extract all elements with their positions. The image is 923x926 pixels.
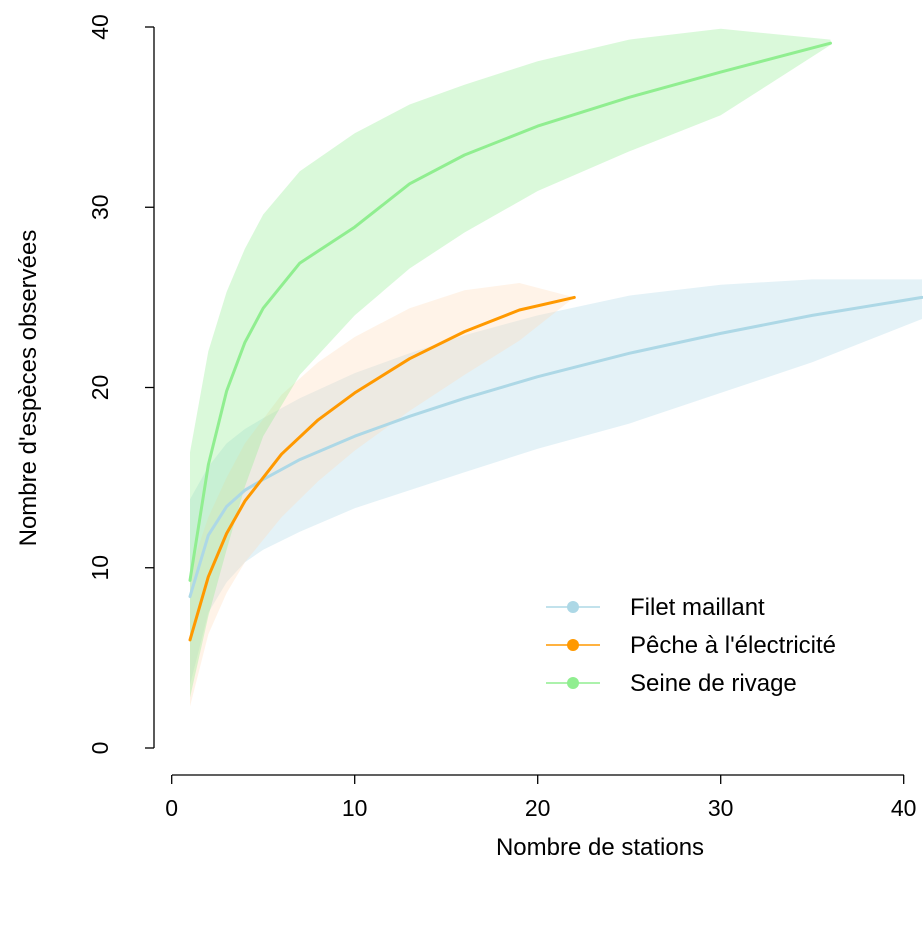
legend-marker <box>567 677 579 689</box>
legend-item-filet-maillant: Filet maillant <box>546 594 765 621</box>
legend-marker <box>567 601 579 613</box>
legend: Filet maillant Pêche à l'électricité Seine… <box>546 594 836 697</box>
legend-label: Filet maillant <box>630 594 765 621</box>
series-lines <box>188 41 923 642</box>
y-axis: 0 10 20 30 40 <box>87 14 155 755</box>
peche-a-l-electricite-line <box>188 295 576 642</box>
x-axis: 0 10 20 30 40 <box>165 774 917 821</box>
x-tick-label: 20 <box>525 795 551 821</box>
peche-a-l-electricite-band <box>190 283 575 707</box>
x-tick-label: 30 <box>708 795 734 821</box>
y-tick-label: 40 <box>87 14 113 40</box>
y-axis-title: Nombre d'espèces observées <box>15 230 42 547</box>
y-tick-label: 20 <box>87 375 113 401</box>
seine-de-rivage-band <box>190 28 831 698</box>
x-tick-label: 40 <box>891 795 917 821</box>
legend-item-seine-de-rivage: Seine de rivage <box>546 670 797 697</box>
filet-maillant-line <box>188 295 923 599</box>
legend-item-peche-a-l-electricite: Pêche à l'électricité <box>546 632 836 659</box>
x-tick-label: 0 <box>165 795 178 821</box>
y-tick-label: 10 <box>87 555 113 581</box>
y-tick-label: 30 <box>87 194 113 220</box>
legend-label: Pêche à l'électricité <box>630 632 836 659</box>
legend-marker <box>567 639 579 651</box>
confidence-bands <box>190 28 922 707</box>
x-axis-title: Nombre de stations <box>496 834 704 861</box>
seine-de-rivage-line <box>188 41 832 582</box>
x-tick-label: 10 <box>342 795 368 821</box>
legend-label: Seine de rivage <box>630 670 797 697</box>
y-tick-label: 0 <box>87 742 113 755</box>
